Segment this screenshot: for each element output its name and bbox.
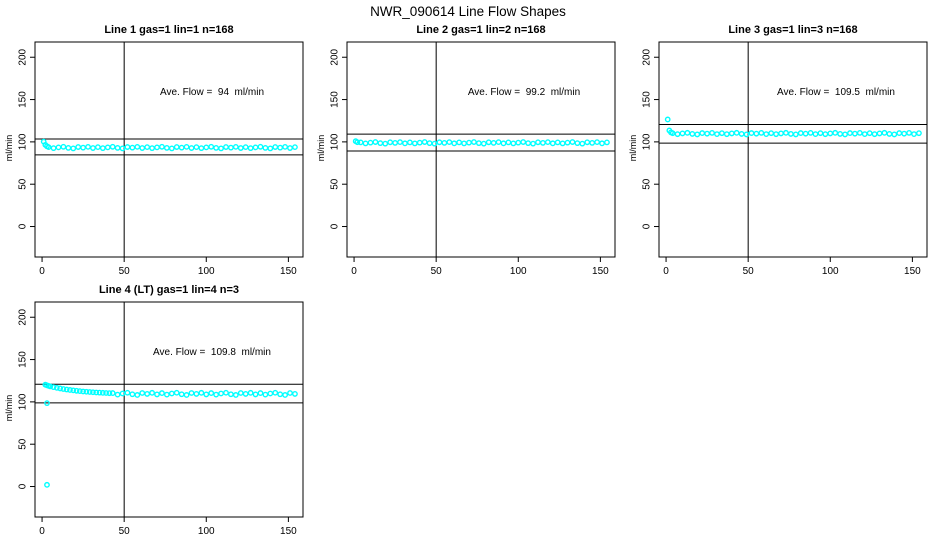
svg-text:100: 100	[642, 133, 653, 150]
svg-text:150: 150	[642, 91, 653, 108]
svg-text:150: 150	[280, 526, 297, 537]
subplot-title-line1: Line 1 gas=1 lin=1 n=168	[104, 24, 234, 36]
svg-text:100: 100	[822, 266, 839, 277]
svg-text:100: 100	[18, 133, 29, 150]
svg-text:50: 50	[642, 178, 653, 190]
svg-text:0: 0	[330, 223, 341, 229]
svg-text:0: 0	[39, 526, 45, 537]
svg-text:200: 200	[330, 48, 341, 65]
svg-text:200: 200	[18, 48, 29, 65]
avg-flow-annotation-line3: Ave. Flow = 109.5 ml/min	[777, 87, 895, 98]
avg-flow-annotation-line4: Ave. Flow = 109.8 ml/min	[153, 347, 271, 358]
svg-text:150: 150	[592, 266, 609, 277]
svg-text:100: 100	[330, 133, 341, 150]
svg-text:50: 50	[330, 178, 341, 190]
svg-text:150: 150	[18, 351, 29, 368]
svg-text:100: 100	[18, 393, 29, 410]
subplot-title-line4: Line 4 (LT) gas=1 lin=4 n=3	[98, 284, 240, 296]
svg-text:50: 50	[18, 438, 29, 450]
svg-text:50: 50	[119, 526, 131, 537]
svg-text:0: 0	[18, 223, 29, 229]
svg-text:100: 100	[510, 266, 527, 277]
subplot-line1: 0 50 100 150 0 50 100 150 200 Line 1 gas=1 lin=1…	[0, 20, 312, 280]
y-axis-label-line1: ml/min	[4, 134, 14, 162]
svg-text:100: 100	[198, 266, 215, 277]
svg-text:200: 200	[642, 48, 653, 65]
plot-canvas-line1: 0 50 100 150 0 50 100 150 200	[18, 41, 304, 277]
plot-canvas-line2: 0 50 100 150 0 50 100 150 200	[330, 41, 616, 277]
plot-canvas-line4: 0 50 100 150 0 50 100 150 200	[18, 301, 304, 537]
y-axis-label-line3: ml/min	[628, 134, 638, 162]
subplot-title-line3: Line 3 gas=1 lin=3 n=168	[728, 24, 858, 36]
subplot-line2: 0 50 100 150 0 50 100 150 200 Line 2 gas=1 lin=2…	[312, 20, 624, 280]
subplot-line4: 0 50 100 150 0 50 100 150 200 Line 4 (LT) gas=1 …	[0, 280, 312, 540]
svg-text:50: 50	[119, 266, 131, 277]
svg-text:0: 0	[642, 223, 653, 229]
svg-text:150: 150	[330, 91, 341, 108]
svg-text:50: 50	[18, 178, 29, 190]
svg-text:0: 0	[39, 266, 45, 277]
plot-canvas-line3: 0 50 100 150 0 50 100 150 200	[642, 41, 928, 277]
svg-text:150: 150	[280, 266, 297, 277]
y-axis-label-line2: ml/min	[316, 134, 326, 162]
svg-text:50: 50	[431, 266, 443, 277]
svg-text:0: 0	[351, 266, 357, 277]
svg-text:50: 50	[743, 266, 755, 277]
svg-text:100: 100	[198, 526, 215, 537]
svg-text:0: 0	[663, 266, 669, 277]
avg-flow-annotation-line1: Ave. Flow = 94 ml/min	[159, 87, 265, 98]
subplot-title-line2: Line 2 gas=1 lin=2 n=168	[416, 24, 546, 36]
svg-text:150: 150	[18, 91, 29, 108]
svg-text:0: 0	[18, 483, 29, 489]
svg-text:150: 150	[904, 266, 921, 277]
y-axis-label-line4: ml/min	[4, 394, 14, 422]
main-title: NWR_090614 Line Flow Shapes	[370, 4, 566, 19]
svg-text:200: 200	[18, 308, 29, 325]
avg-flow-annotation-line2: Ave. Flow = 99.2 ml/min	[467, 87, 581, 98]
subplot-line3: 0 50 100 150 0 50 100 150 200 Line 3 gas=1 lin=3…	[624, 20, 936, 280]
